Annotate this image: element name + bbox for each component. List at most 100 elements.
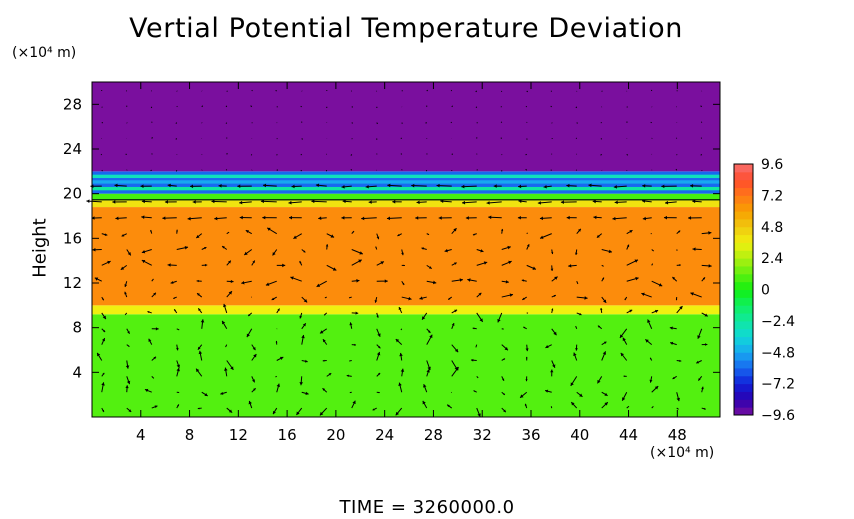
wind-arrow-head <box>454 366 458 371</box>
wind-arrow-head <box>401 252 404 256</box>
wind-arrow-head <box>121 233 125 237</box>
wind-arrow-head <box>688 216 692 220</box>
wind-arrow-head <box>322 359 325 362</box>
wind-arrow-head <box>597 379 601 384</box>
wind-arrow-head <box>197 407 200 410</box>
x-tick-label: 20 <box>326 426 345 444</box>
wind-arrow-head <box>395 411 400 416</box>
wind-arrow-head <box>470 358 474 362</box>
wind-arrow-head <box>192 200 196 204</box>
wind-arrow-head <box>384 279 388 283</box>
wind-arrow-head <box>670 341 674 345</box>
wind-arrow-head <box>588 183 592 188</box>
wind-arrow-head <box>359 251 363 255</box>
wind-arrow-head <box>220 391 224 395</box>
colorbar-segment <box>734 391 753 400</box>
wind-arrow <box>626 121 628 123</box>
layer-band-4 <box>92 193 720 201</box>
wind-arrow-head <box>603 341 607 345</box>
y-tick-label: 24 <box>63 140 82 158</box>
wind-arrow-head <box>356 278 360 283</box>
wind-arrow-head <box>642 216 647 221</box>
wind-arrow-head <box>365 184 369 189</box>
wind-arrow-head <box>459 278 463 282</box>
wind-arrow-head <box>176 364 181 368</box>
wind-arrow-head <box>690 184 694 188</box>
wind-arrow-head <box>444 248 448 253</box>
wind-arrow-head <box>377 333 381 337</box>
wind-arrow-head <box>708 264 712 268</box>
wind-arrow <box>175 122 178 124</box>
wind-arrow-head <box>596 234 600 238</box>
wind-arrow-head <box>520 394 524 398</box>
wind-arrow <box>401 122 403 124</box>
wind-arrow-head <box>352 400 356 405</box>
wind-arrow-head <box>124 291 127 295</box>
wind-arrow <box>600 153 603 156</box>
wind-arrow-head <box>311 199 315 204</box>
wind-arrow-head <box>372 408 375 411</box>
wind-arrow <box>601 90 603 92</box>
wind-arrow-head <box>305 391 309 396</box>
colorbar-tick-label: 9.6 <box>761 157 783 173</box>
wind-arrow-head <box>176 367 180 372</box>
x-tick-label: 44 <box>619 426 638 444</box>
wind-arrow-head <box>355 311 359 315</box>
wind-arrow <box>475 344 478 348</box>
wind-arrow <box>500 121 503 123</box>
wind-arrow-head <box>402 282 405 285</box>
layer-band-0 <box>92 314 720 417</box>
wind-arrow-head <box>273 410 276 415</box>
wind-arrow-head <box>522 297 525 300</box>
wind-arrow-head <box>92 247 96 252</box>
wind-arrow-head <box>222 320 226 325</box>
wind-arrow-head <box>622 337 626 342</box>
wind-arrow-head <box>478 292 482 296</box>
colorbar-frame <box>733 163 754 416</box>
wind-arrow-head <box>654 386 659 390</box>
wind-arrow-head <box>422 316 426 320</box>
wind-arrow-head <box>155 327 159 331</box>
wind-arrow <box>226 153 228 155</box>
wind-arrow-head <box>507 245 511 250</box>
wind-arrow-head <box>679 264 681 267</box>
wind-arrow-head <box>532 266 536 270</box>
wind-arrow-head <box>260 199 265 204</box>
wind-arrow-head <box>560 200 564 204</box>
colorbar-tick-label: −2.4 <box>761 314 795 330</box>
wind-arrow-head <box>102 315 106 320</box>
wind-arrow-head <box>271 297 275 301</box>
wind-arrow-head <box>361 216 365 221</box>
wind-arrow-head <box>597 325 601 328</box>
wind-arrow-head <box>376 351 381 356</box>
wind-arrow-head <box>358 259 362 263</box>
wind-arrow-head <box>228 260 231 264</box>
x-tick-label: 4 <box>136 426 146 444</box>
colorbar-segment <box>734 164 753 173</box>
wind-arrow-head <box>593 215 597 220</box>
wind-arrow-head <box>102 329 106 333</box>
colorbar-segment <box>734 218 753 228</box>
wind-arrow <box>350 154 353 156</box>
colorbar-segment <box>734 265 753 275</box>
y-tick-label: 16 <box>63 229 82 247</box>
wind-arrow <box>475 90 478 93</box>
wind-arrow <box>576 122 578 124</box>
wind-arrow-head <box>102 409 104 412</box>
x-tick-label: 12 <box>229 426 248 444</box>
wind-arrow-head <box>291 184 295 189</box>
wind-arrow <box>151 137 153 139</box>
wind-arrow-head <box>698 378 701 381</box>
x-tick-label: 28 <box>424 426 443 444</box>
wind-arrow-head <box>176 229 178 232</box>
wind-arrow-head <box>299 261 302 264</box>
wind-arrow-head <box>164 200 168 204</box>
wind-arrow-head <box>303 250 306 253</box>
chart-title: Vertial Potential Temperature Deviation <box>129 13 683 44</box>
wind-arrow <box>426 89 428 92</box>
wind-arrow-head <box>575 348 578 351</box>
wind-arrow-head <box>346 374 349 378</box>
wind-arrow-head <box>170 280 174 284</box>
colorbar-segment <box>734 297 753 306</box>
